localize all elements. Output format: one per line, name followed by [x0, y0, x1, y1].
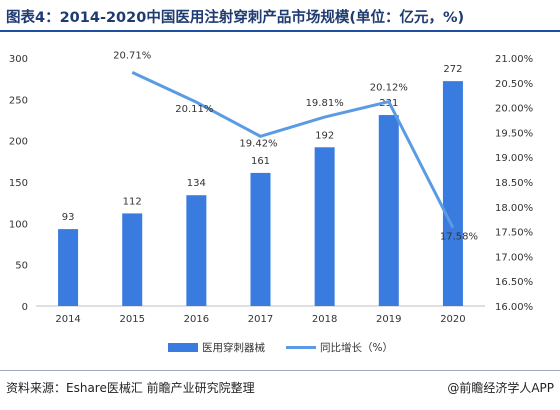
y-right-tick-label: 20.50%: [495, 79, 533, 90]
title-divider: [0, 30, 560, 32]
legend-item-bars: 医用穿刺器械: [168, 340, 265, 355]
bar-2018: [314, 147, 335, 306]
y-right-tick-label: 16.50%: [495, 277, 533, 288]
legend-item-growth: 同比增长（%）: [286, 340, 393, 355]
bar-value-label: 134: [187, 178, 206, 189]
y-right-tick-label: 20.00%: [495, 104, 533, 115]
y-left-tick-label: 250: [9, 95, 28, 106]
bar-value-label: 272: [443, 64, 462, 75]
source-note: 资料来源：Eshare医械汇 前瞻产业研究院整理: [6, 381, 255, 395]
y-right-tick-label: 19.50%: [495, 128, 533, 139]
y-left-tick-label: 300: [9, 54, 28, 65]
x-tick-label: 2016: [184, 314, 209, 325]
x-tick-label: 2019: [376, 314, 401, 325]
growth-line: [131, 71, 455, 229]
bar-value-label: 192: [315, 130, 334, 141]
y-right-tick-label: 18.00%: [495, 203, 533, 214]
legend-swatch-growth: [286, 346, 316, 349]
brand-credit: @前瞻经济学人APP: [447, 381, 554, 395]
growth-value-label: 20.11%: [175, 104, 213, 115]
growth-value-label: 20.12%: [370, 83, 408, 94]
footer-divider: [0, 370, 560, 371]
bar-2017: [250, 172, 271, 306]
x-tick-label: 2018: [312, 314, 337, 325]
y-left-tick-label: 50: [15, 261, 28, 272]
y-right-tick-label: 21.00%: [495, 54, 533, 65]
y-right-tick-label: 16.00%: [495, 302, 533, 313]
y-right-tick-label: 18.50%: [495, 178, 533, 189]
x-tick-label: 2015: [119, 314, 144, 325]
growth-value-label: 17.58%: [440, 232, 478, 243]
legend-swatch-bars: [168, 343, 198, 352]
chart-legend: 医用穿刺器械 同比增长（%）: [0, 340, 560, 354]
y-right-tick-label: 17.00%: [495, 252, 533, 263]
x-tick-label: 2020: [440, 314, 465, 325]
bar-2016: [186, 195, 207, 306]
bar-value-label: 93: [62, 212, 75, 223]
bar-value-label: 161: [251, 156, 270, 167]
x-tick-label: 2014: [55, 314, 80, 325]
bar-2019: [378, 115, 399, 306]
legend-label-bars: 医用穿刺器械: [202, 342, 265, 354]
bar-value-label: 112: [123, 196, 142, 207]
x-tick-label: 2017: [248, 314, 273, 325]
growth-value-label: 19.42%: [239, 138, 277, 149]
y-left-tick-label: 200: [9, 137, 28, 148]
legend-label-growth: 同比增长（%）: [320, 342, 393, 354]
bar-2020: [442, 81, 463, 306]
growth-value-label: 19.81%: [306, 98, 344, 109]
chart-title: 图表4：2014-2020中国医用注射穿刺产品市场规模(单位：亿元，%): [6, 10, 465, 26]
growth-value-label: 20.71%: [113, 50, 151, 61]
y-left-tick-label: 150: [9, 178, 28, 189]
chart-canvas: 0 50 100 150 200 250 300 16.00% 16.50% 17.00% 17.5…: [9, 50, 533, 325]
bar-2015: [122, 213, 143, 306]
y-right-tick-label: 17.50%: [495, 228, 533, 239]
y-left-tick-label: 100: [9, 219, 28, 230]
bar-2014: [58, 229, 79, 306]
y-left-tick-label: 0: [22, 302, 28, 313]
y-right-tick-label: 19.00%: [495, 153, 533, 164]
